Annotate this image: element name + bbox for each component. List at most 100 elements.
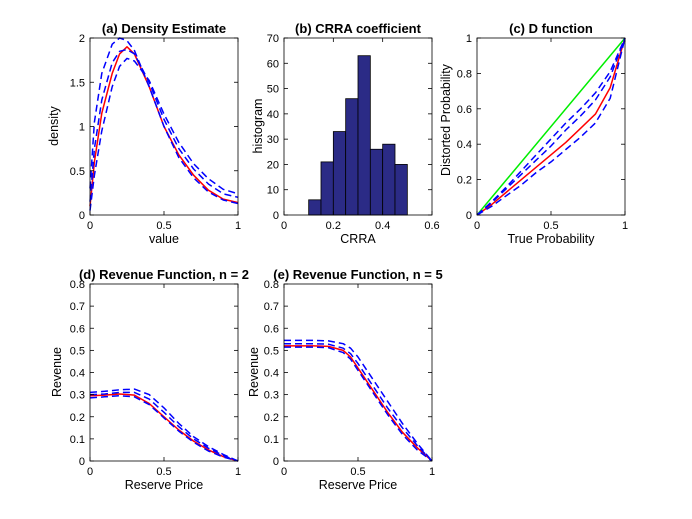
histogram-bar bbox=[394, 164, 408, 216]
y-axis-label: density bbox=[47, 105, 61, 145]
x-tick-label: 0 bbox=[87, 220, 93, 232]
chart-title: (a) Density Estimate bbox=[102, 21, 226, 36]
x-axis-label: True Probability bbox=[507, 232, 595, 246]
y-tick-label: 0.1 bbox=[70, 434, 85, 446]
x-tick-label: 0 bbox=[281, 220, 287, 232]
x-axis-label: value bbox=[149, 232, 179, 246]
y-tick-label: 0.5 bbox=[70, 166, 85, 178]
y-axis-label: Revenue bbox=[50, 347, 64, 397]
solid-series-line bbox=[89, 393, 239, 462]
y-tick-label: 1 bbox=[466, 33, 472, 45]
x-tick-label: 1 bbox=[235, 220, 241, 232]
x-tick-label: 0.2 bbox=[326, 220, 341, 232]
subplot-3: 0 0.5 1 0 0.2 0.4 0.6 0.8 1 (c) D function True Pr… bbox=[439, 21, 628, 246]
histogram-bar bbox=[357, 55, 371, 216]
dashed-series-line bbox=[476, 37, 626, 216]
y-tick-label: 60 bbox=[267, 58, 279, 70]
y-tick-label: 0 bbox=[466, 210, 472, 222]
axes-box bbox=[89, 283, 239, 462]
subplot-4: 0 0.5 1 0 0.1 0.2 0.3 0.4 0.5 0.6 0.7 0.8(d) Revenu… bbox=[50, 267, 249, 492]
dashed-series-line bbox=[284, 339, 433, 462]
subplot-5: 0 0.5 1 0 0.1 0.2 0.3 0.4 0.5 0.6 0.7 0.8(e) Revenu… bbox=[247, 267, 443, 492]
histogram-bar bbox=[308, 199, 322, 216]
subplot-2: 0 0.2 0.4 0.6 0 10 20 30 40 50 60 70 (b) CRRA coeffi… bbox=[251, 21, 440, 246]
x-tick-label: 1 bbox=[429, 466, 435, 478]
x-tick-label: 1 bbox=[622, 220, 628, 232]
axes-box bbox=[283, 283, 433, 462]
y-tick-label: 0.5 bbox=[70, 345, 85, 357]
x-tick-label: 0 bbox=[474, 220, 480, 232]
solid-series-line bbox=[284, 345, 433, 462]
y-tick-label: 0.1 bbox=[264, 434, 279, 446]
y-tick-label: 0 bbox=[273, 210, 279, 222]
chart-title: (c) D function bbox=[509, 21, 593, 36]
y-tick-label: 1.5 bbox=[70, 77, 85, 89]
y-tick-label: 40 bbox=[267, 109, 279, 121]
y-tick-label: 0.3 bbox=[264, 390, 279, 402]
y-tick-label: 30 bbox=[267, 134, 279, 146]
histogram-bar bbox=[382, 143, 396, 216]
y-axis-label: histogram bbox=[251, 99, 265, 154]
y-tick-label: 0 bbox=[273, 456, 279, 468]
y-tick-label: 0.6 bbox=[457, 104, 472, 116]
x-tick-label: 0.5 bbox=[156, 220, 171, 232]
axes-box bbox=[283, 37, 433, 216]
x-tick-label: 0.6 bbox=[424, 220, 439, 232]
x-axis-label: CRRA bbox=[340, 232, 376, 246]
y-axis-label: Distorted Probability bbox=[439, 63, 453, 176]
solid-series-line bbox=[476, 37, 626, 216]
y-tick-label: 50 bbox=[267, 84, 279, 96]
dashed-series-line bbox=[89, 391, 239, 462]
y-tick-label: 10 bbox=[267, 185, 279, 197]
y-tick-label: 2 bbox=[79, 33, 85, 45]
solid-series-line bbox=[476, 37, 626, 216]
dashed-series-line bbox=[89, 394, 239, 462]
dashed-series-line bbox=[89, 37, 239, 205]
x-tick-label: 0.5 bbox=[543, 220, 558, 232]
y-tick-label: 0.8 bbox=[70, 279, 85, 291]
y-tick-label: 0 bbox=[79, 210, 85, 222]
y-tick-label: 0.4 bbox=[264, 368, 279, 380]
chart-title: (d) Revenue Function, n = 2 bbox=[79, 267, 249, 282]
histogram-bar bbox=[345, 98, 359, 216]
histogram-bar bbox=[320, 161, 334, 216]
dashed-series-line bbox=[476, 37, 626, 216]
x-tick-label: 0.4 bbox=[375, 220, 390, 232]
dashed-series-line bbox=[284, 342, 433, 462]
y-tick-label: 1 bbox=[79, 122, 85, 134]
x-axis-label: Reserve Price bbox=[125, 478, 204, 492]
y-tick-label: 20 bbox=[267, 159, 279, 171]
dashed-series-line bbox=[476, 37, 626, 216]
chart-title: (b) CRRA coefficient bbox=[295, 21, 422, 36]
y-tick-label: 0.4 bbox=[70, 368, 85, 380]
x-axis-label: Reserve Price bbox=[319, 478, 398, 492]
y-tick-label: 0.4 bbox=[457, 139, 472, 151]
y-tick-label: 0.7 bbox=[264, 301, 279, 313]
x-tick-label: 0.5 bbox=[156, 466, 171, 478]
y-tick-label: 0.7 bbox=[70, 301, 85, 313]
x-tick-label: 1 bbox=[235, 466, 241, 478]
y-tick-label: 70 bbox=[267, 33, 279, 45]
y-tick-label: 0.6 bbox=[264, 323, 279, 335]
dashed-series-line bbox=[89, 388, 239, 462]
x-tick-label: 0 bbox=[281, 466, 287, 478]
x-tick-label: 0 bbox=[87, 466, 93, 478]
y-tick-label: 0.8 bbox=[457, 68, 472, 80]
histogram-bar bbox=[332, 131, 347, 216]
y-tick-label: 0.5 bbox=[264, 345, 279, 357]
y-tick-label: 0.2 bbox=[264, 412, 279, 424]
y-tick-label: 0.3 bbox=[70, 390, 85, 402]
dashed-series-line bbox=[284, 346, 433, 462]
x-tick-label: 0.5 bbox=[350, 466, 365, 478]
y-tick-label: 0 bbox=[79, 456, 85, 468]
dashed-series-line bbox=[89, 57, 239, 211]
histogram-bar bbox=[369, 148, 384, 216]
y-tick-label: 0.2 bbox=[70, 412, 85, 424]
y-tick-label: 0.8 bbox=[264, 279, 279, 291]
subplot-1: 0 0.5 1 0 0.5 1 1.5 2 (a) Density Estimate value d… bbox=[47, 21, 241, 246]
y-axis-label: Revenue bbox=[247, 347, 261, 397]
y-tick-label: 0.2 bbox=[457, 175, 472, 187]
chart-title: (e) Revenue Function, n = 5 bbox=[273, 267, 442, 282]
y-tick-label: 0.6 bbox=[70, 323, 85, 335]
